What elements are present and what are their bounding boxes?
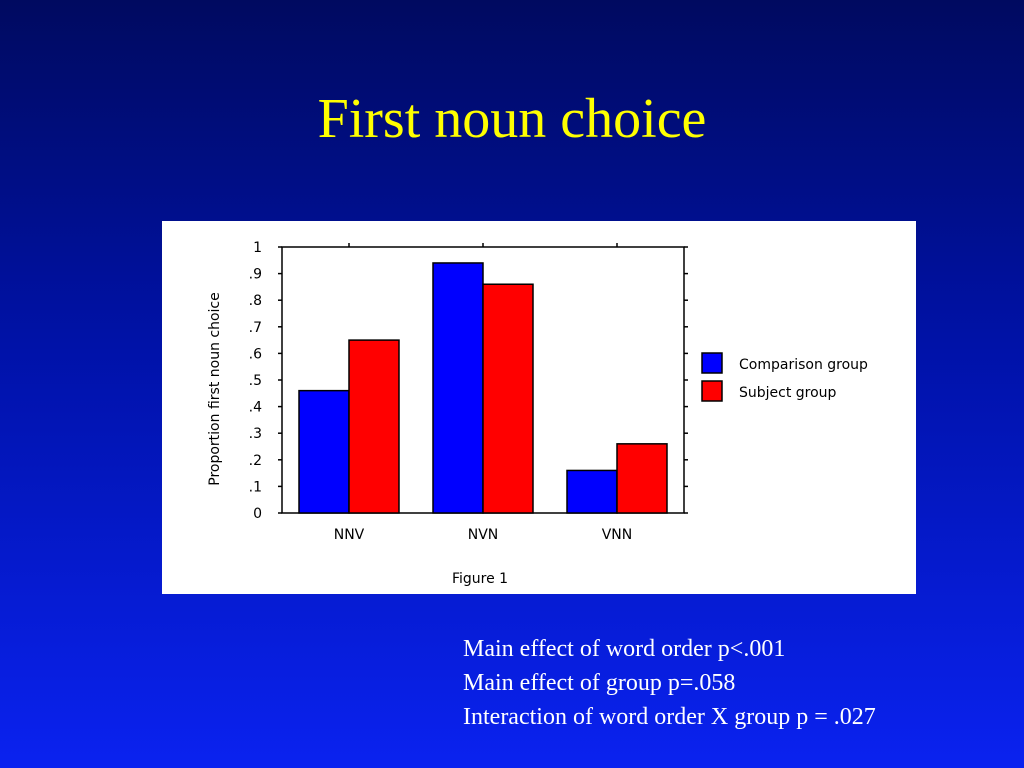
statistics-notes: Main effect of word order p<.001 Main ef… (463, 632, 876, 734)
y-tick-label: .1 (249, 479, 262, 495)
figure-caption: Figure 1 (452, 571, 508, 587)
bar-vnn-comparison-group (566, 469, 618, 514)
y-tick-label: 1 (253, 240, 262, 256)
x-category-label: VNN (602, 527, 633, 543)
legend-label-comparison-group: Comparison group (739, 357, 868, 373)
x-category-label: NVN (468, 527, 499, 543)
y-tick-label: 0 (253, 506, 262, 522)
y-tick-label: .7 (249, 320, 262, 336)
y-tick-label: .9 (249, 267, 262, 283)
legend-swatch-comparison-group (701, 352, 723, 374)
bar-nnv-comparison-group (298, 389, 350, 514)
y-tick-label: .6 (249, 346, 262, 362)
bar-nvn-comparison-group (432, 262, 484, 514)
label-layer: 0 .1 .2 .3 .4 .5 .6 .7 .8 .9 1 NNV NVN VNN (249, 240, 633, 543)
slide-title: First noun choice (317, 88, 707, 150)
note-interaction: Interaction of word order X group p = .0… (463, 704, 876, 730)
legend: Comparison group Subject group (701, 352, 868, 402)
bar-layer (298, 262, 668, 514)
x-category-label: NNV (334, 527, 365, 543)
y-tick-label: .3 (249, 426, 262, 442)
legend-label-subject-group: Subject group (739, 385, 837, 401)
figure-panel: 0 .1 .2 .3 .4 .5 .6 .7 .8 .9 1 NNV NVN VNN Proportion… (162, 221, 916, 594)
y-tick-label: .5 (249, 373, 262, 389)
y-axis-label: Proportion first noun choice (207, 292, 223, 485)
y-tick-label: .4 (249, 400, 262, 416)
bar-chart: 0 .1 .2 .3 .4 .5 .6 .7 .8 .9 1 NNV NVN VNN Proportion… (207, 240, 868, 587)
y-tick-label: .2 (249, 453, 262, 469)
y-tick-label: .8 (249, 293, 262, 309)
legend-swatch-subject-group (701, 380, 723, 402)
bar-nnv-subject-group (348, 339, 400, 514)
bar-nvn-subject-group (482, 283, 534, 514)
note-group-effect: Main effect of group p=.058 (463, 670, 736, 696)
note-word-order-effect: Main effect of word order p<.001 (463, 636, 786, 662)
bar-vnn-subject-group (616, 443, 668, 514)
